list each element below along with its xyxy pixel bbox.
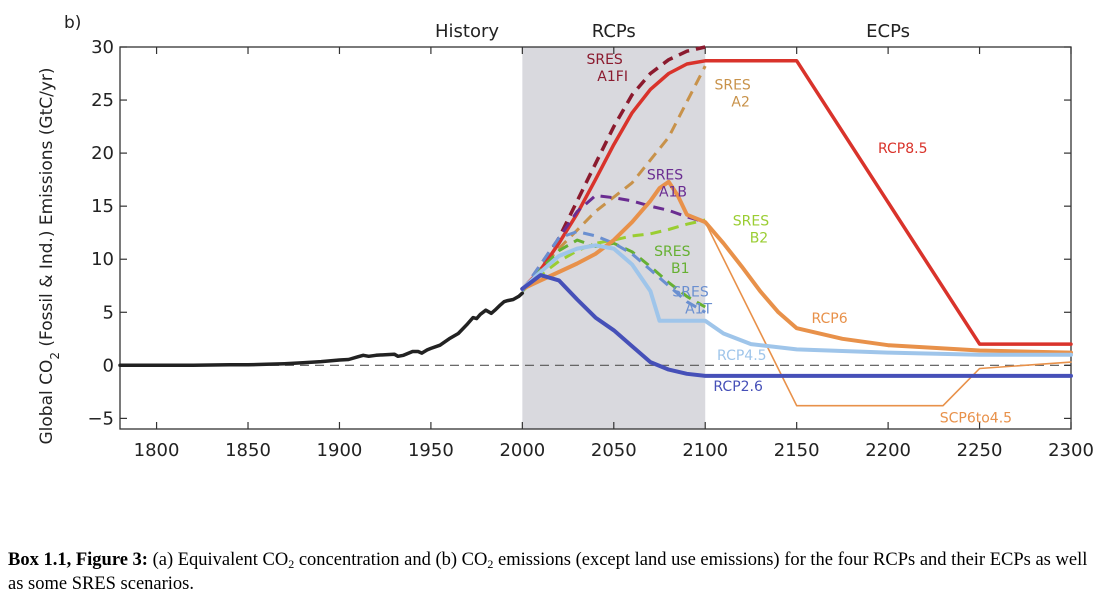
y-tick-label-4: 15 [91,196,114,217]
series-line-sres-a1fi [520,45,706,293]
x-tick-label-2250: 2250 [957,440,1003,461]
region-label-history: History [435,21,499,42]
annotation-sres-a2-0: SRES [714,77,750,93]
y-tick-label-6: 25 [91,90,114,111]
y-tick-label-1: 0 [103,355,114,376]
series-line-rcp6 [520,179,1073,355]
x-tick-label-2050: 2050 [591,440,637,461]
annotation-rcp8-5-0: RCP8.5 [878,141,928,157]
annotation-sres-a1b-1: A1B [659,185,687,201]
annotation-sres-a1t-1: A1T [685,301,712,317]
series-line-sres-b1 [521,238,706,309]
x-tick-label-2300: 2300 [1048,440,1094,461]
figure-caption: Box 1.1, Figure 3: (a) Equivalent CO2 co… [8,550,1088,594]
series-line-sres-b2 [521,218,706,293]
annotation-sres-a2-1: A2 [731,94,749,110]
plot-frame [119,46,1072,430]
emissions-chart: b) Global CO2 (Fossil & Ind.) Emissions … [37,13,1094,461]
region-label-rcps: RCPs [592,21,636,42]
annotation-sres-a1fi-0: SRES [586,52,622,68]
series-line-sres-a1t [521,230,706,314]
annotation-sres-a1b-0: SRES [647,168,683,184]
series-line-sres-a1b [521,194,706,292]
y-tick-label-3: 10 [91,249,114,270]
annotation-scp6to4-5-0: SCP6to4.5 [940,411,1012,427]
annotation-rcp2-6-0: RCP2.6 [713,379,763,395]
annotation-sres-b2-1: B2 [750,230,769,246]
annotation-sres-b1-0: SRES [654,244,690,260]
x-tick-label-2100: 2100 [682,440,728,461]
x-tick-label-2150: 2150 [774,440,820,461]
x-tick-label-2200: 2200 [865,440,911,461]
x-tick-label-2000: 2000 [499,440,545,461]
y-axis-label: Global CO2 (Fossil & Ind.) Emissions (Gt… [37,67,62,444]
x-tick-label-1900: 1900 [317,440,363,461]
y-tick-label-0: −5 [87,408,114,429]
series-line-rcp8-5 [520,59,1073,346]
y-tick-label-2: 5 [103,302,114,323]
annotation-rcp4-5-0: RCP4.5 [717,348,767,364]
series-line-history [118,291,525,368]
regions-layer: History RCPs ECPs [435,21,910,429]
caption-label: Box 1.1, Figure 3: [8,550,148,570]
annotation-sres-b1-1: B1 [671,261,690,277]
series-layer [118,45,1073,407]
annotation-sres-a1t-0: SRES [672,284,708,300]
panel-label: b) [64,13,81,33]
x-tick-label-1800: 1800 [134,440,180,461]
x-tick-label-1850: 1850 [225,440,271,461]
annotations-layer: SRESA1FISRESA2RCP8.5SRESA1BSRESB2SRESB1S… [586,52,1012,427]
annotation-sres-b2-0: SRES [733,213,769,229]
y-tick-label-5: 20 [91,143,114,164]
region-label-ecps: ECPs [866,21,910,42]
series-line-rcp4-5 [520,243,1073,357]
annotation-sres-a1fi-1: A1FI [597,69,628,85]
series-line-rcp2-6 [520,273,1073,378]
x-tick-label-1950: 1950 [408,440,454,461]
y-tick-label-7: 30 [91,37,114,58]
annotation-rcp6-0: RCP6 [812,311,848,327]
